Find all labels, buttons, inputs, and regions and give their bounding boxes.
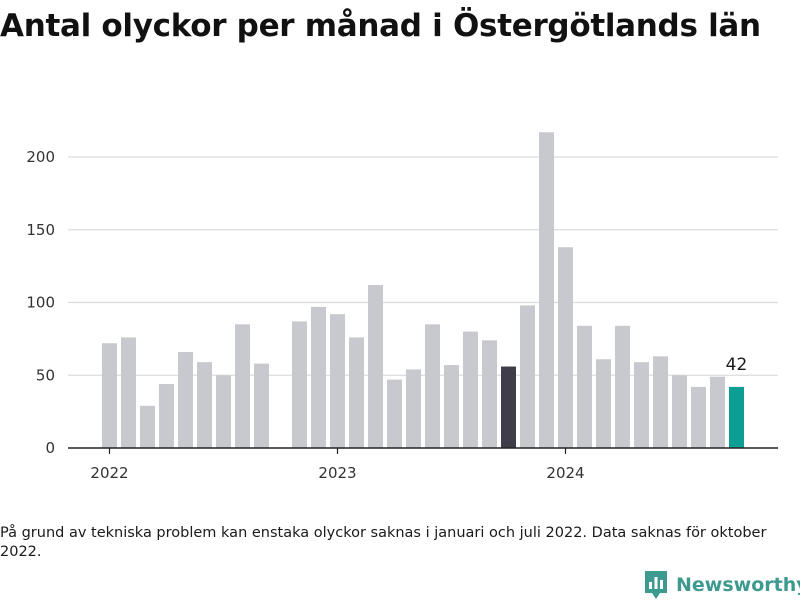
bar-2022-11 — [292, 321, 307, 448]
bar-2023-04 — [387, 379, 402, 448]
bars — [102, 132, 744, 448]
brand-logo[interactable]: Newsworthy — [643, 569, 800, 601]
bar-2024-07 — [672, 375, 687, 448]
bar-2022-06 — [197, 362, 212, 448]
gridlines — [68, 156, 778, 376]
data-label: 42 — [726, 355, 748, 375]
bar-2023-09 — [482, 340, 497, 448]
bar-2023-05 — [406, 369, 421, 448]
chart-title: Antal olyckor per månad i Östergötlands … — [0, 8, 761, 44]
bar-2022-09 — [254, 363, 269, 448]
bar-2023-11 — [520, 305, 535, 448]
bar-2024-05 — [634, 362, 649, 448]
footnote: På grund av tekniska problem kan enstaka… — [0, 525, 767, 560]
y-tick-label: 0 — [45, 439, 55, 457]
y-tick-label: 50 — [36, 366, 55, 384]
bar-2022-04 — [159, 383, 174, 448]
bar-2022-08 — [235, 324, 250, 448]
bar-2023-08 — [463, 331, 478, 448]
bar-2023-07 — [444, 365, 459, 448]
bar-2023-10 — [501, 366, 516, 448]
bar-2023-01 — [330, 314, 345, 448]
bar-2024-06 — [653, 356, 668, 448]
bar-chart: 0 50 100 150 200 2022 2023 2024 42 — [26, 132, 778, 482]
bar-2023-03 — [368, 285, 383, 448]
x-tick-label: 2022 — [90, 464, 128, 482]
data-labels: 42 — [726, 355, 748, 375]
x-tick-label: 2023 — [318, 464, 356, 482]
bar-2023-06 — [425, 324, 440, 448]
bar-2024-09 — [710, 376, 725, 448]
bar-2024-08 — [691, 386, 706, 448]
y-tick-label: 200 — [26, 148, 55, 166]
bar-2024-10 — [729, 386, 744, 448]
x-axis-ticks: 2022 2023 2024 — [90, 448, 585, 482]
brand-name: Newsworthy — [676, 574, 800, 596]
y-tick-label: 100 — [26, 294, 55, 312]
bar-2022-02 — [121, 337, 136, 448]
bar-2022-12 — [311, 306, 326, 448]
bar-2024-02 — [577, 325, 592, 448]
bar-2022-01 — [102, 343, 117, 448]
y-tick-label: 150 — [26, 221, 55, 239]
newsworthy-logo-icon — [645, 571, 667, 599]
bar-2022-05 — [178, 351, 193, 448]
bar-2024-04 — [615, 325, 630, 448]
bar-2023-12 — [539, 132, 554, 448]
bar-2023-02 — [349, 337, 364, 448]
bar-2024-03 — [596, 359, 611, 448]
bar-2022-03 — [140, 405, 155, 448]
x-tick-label: 2024 — [546, 464, 584, 482]
bar-2024-01 — [558, 247, 573, 448]
y-axis-ticks: 0 50 100 150 200 — [26, 148, 55, 457]
bar-2022-07 — [216, 375, 231, 448]
